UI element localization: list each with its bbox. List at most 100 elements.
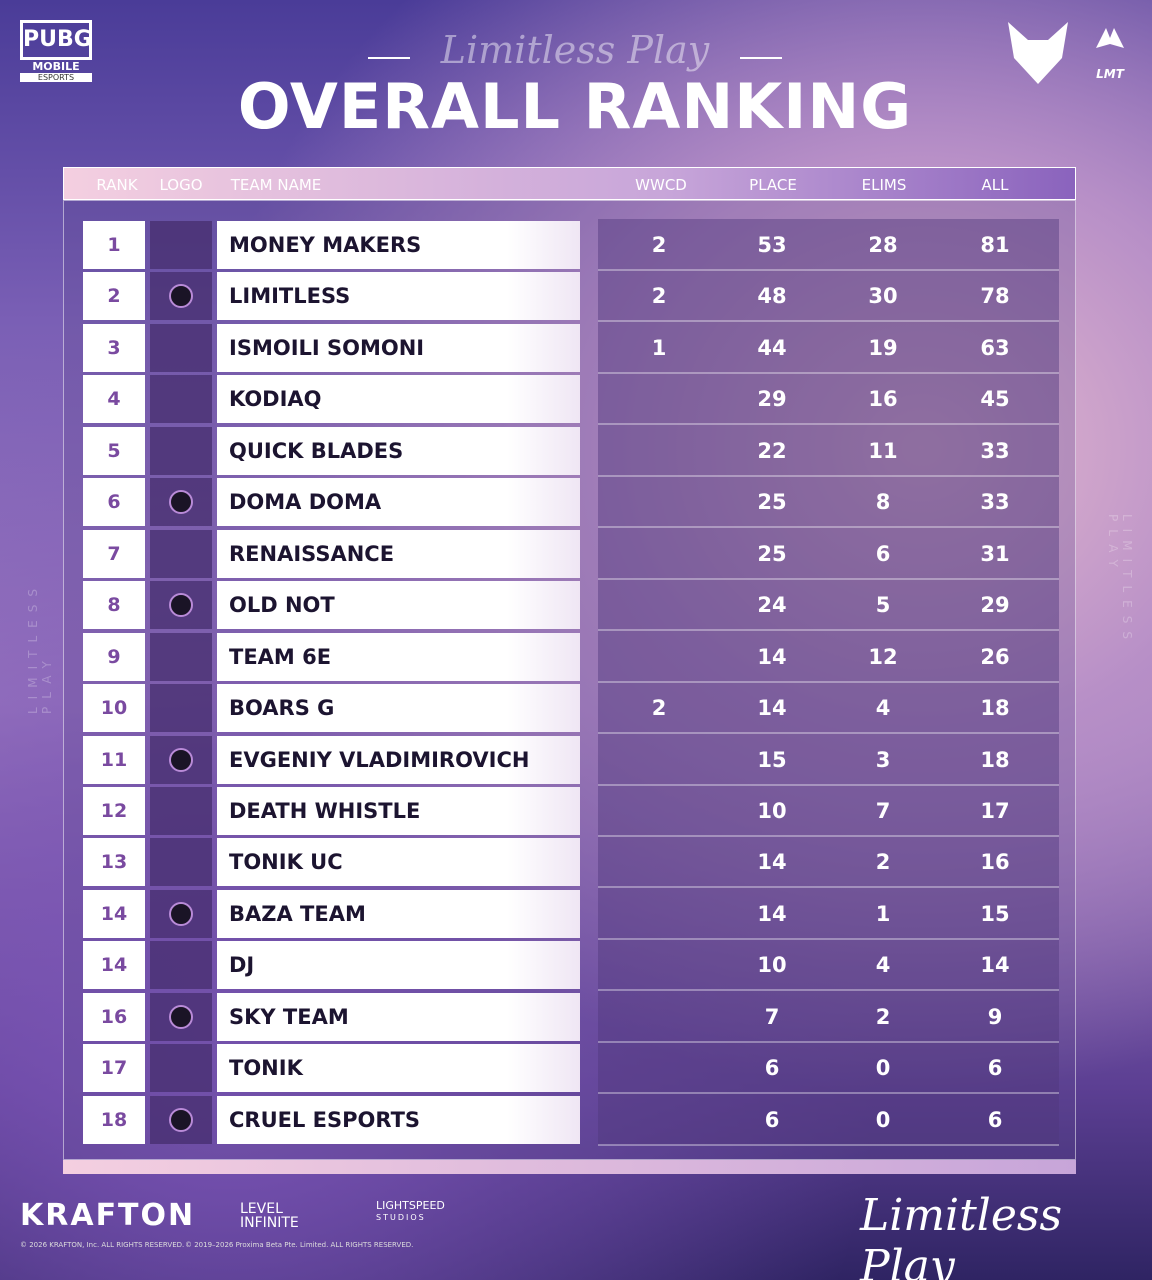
team-logo [169,901,193,926]
team-name: CRUEL ESPORTS [217,1095,580,1144]
logo-cell [150,478,212,527]
stats-panel [598,219,1059,1145]
row-band [598,834,1059,837]
column-header: RANK [96,176,138,194]
logo-cell [150,1044,212,1093]
stat-value: 48 [757,284,787,309]
stat-value: 9 [987,1004,1003,1029]
rank-cell: 17 [83,1044,145,1093]
deco-line [368,57,410,59]
title: OVERALL RANKING [237,70,913,143]
level: LEVEL [240,1201,283,1217]
stat-value: 14 [757,696,787,721]
row-band [598,1040,1059,1043]
studios: STUDIOS [376,1213,426,1222]
rank-cell: 10 [83,684,145,733]
team-name: BAZA TEAM [217,889,580,938]
stat-value: 11 [868,438,898,463]
stat-value: 2 [651,696,667,721]
team-name: TEAM 6E [217,632,580,681]
row-band [598,526,1059,529]
stat-value: 29 [980,593,1010,618]
team-name: KODIAQ [217,375,580,424]
stat-value: 6 [987,1107,1003,1132]
stat-value: 14 [757,901,787,926]
stat-value: 6 [764,1056,780,1081]
logo-cell [150,838,212,887]
team-name: MONEY MAKERS [217,221,580,269]
rank-cell: 18 [83,1095,145,1144]
logo-cell [150,221,212,269]
krafton: KRAFTON [20,1198,196,1233]
column-header: LOGO [159,176,203,194]
row-band [598,937,1059,940]
lightspeed-name: LIGHTSPEED [376,1199,445,1212]
copyright: © 2019–2026 Proxima Beta Pte. Limited. A… [185,1241,414,1249]
rank-cell: 1 [83,221,145,269]
row-band [598,423,1059,426]
team-name: TONIK [217,1044,580,1093]
stat-value: 29 [757,387,787,412]
logo-cell [150,529,212,578]
row-band [598,371,1059,374]
team-logo [169,284,193,309]
row-band [598,474,1059,477]
column-header: ELIMS [861,176,907,194]
row-band [598,886,1059,889]
stat-value: 8 [875,490,891,515]
logo-cell [150,941,212,990]
stat-value: 1 [651,335,667,360]
level-infinite: LEVEL INFINITE [198,1202,299,1230]
rank-cell: 16 [83,992,145,1041]
team-name: OLD NOT [217,581,580,630]
brand-title: PUBG [20,20,92,60]
stat-value: 14 [757,644,787,669]
rank-cell: 12 [83,786,145,835]
stat-value: 44 [757,335,787,360]
logo-cell [150,786,212,835]
team-name: ISMOILI SOMONI [217,323,580,372]
stat-value: 12 [868,644,898,669]
stat-value: 24 [757,593,787,618]
logo-cell [150,889,212,938]
rank-cell: 13 [83,838,145,887]
team-name: BOARS G [217,684,580,733]
header-bar [63,167,1076,200]
stat-value: 2 [875,850,891,875]
wolf-logo [1008,22,1068,84]
stat-value: 19 [868,335,898,360]
stat-value: 4 [875,696,891,721]
stat-value: 22 [757,438,787,463]
team-logo [169,1107,193,1132]
row-band [598,783,1059,786]
side-text: LIMITLESS PLAY [1106,514,1134,647]
logo-cell [150,684,212,733]
stat-value: 18 [980,747,1010,772]
stat-value: 3 [875,747,891,772]
team-logo [169,1004,193,1029]
tagline: Limitless Play [440,28,710,72]
brand-logo: PUBG MOBILE ESPORTS [20,20,92,86]
column-header: PLACE [749,176,797,194]
stat-value: 63 [980,335,1010,360]
stat-value: 28 [868,233,898,257]
deco-line [740,57,782,59]
stat-value: 7 [875,798,891,823]
stat-value: 6 [987,1056,1003,1081]
row-band [598,680,1059,683]
rank-cell: 3 [83,323,145,372]
logo-cell [150,1095,212,1144]
copyright: © 2026 KRAFTON, Inc. ALL RIGHTS RESERVED… [20,1241,185,1249]
stat-value: 81 [980,233,1010,257]
column-header: TEAM NAME [230,176,322,194]
team-name: DEATH WHISTLE [217,786,580,835]
logo-cell [150,426,212,475]
stat-value: 30 [868,284,898,309]
team-logo [169,490,193,515]
stat-value: 17 [980,798,1010,823]
rank-cell: 6 [83,478,145,527]
team-name: EVGENIY VLADIMIROVICH [217,735,580,784]
stat-value: 14 [980,953,1010,978]
row-band [598,629,1059,632]
stat-value: 25 [757,490,787,515]
